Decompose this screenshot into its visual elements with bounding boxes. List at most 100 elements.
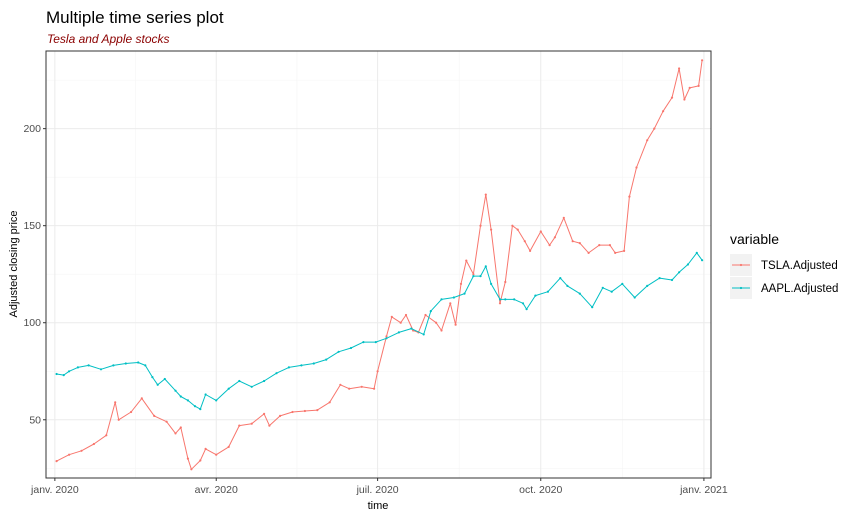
data-point-aapl xyxy=(179,395,182,398)
data-point-aapl xyxy=(646,284,649,287)
chart-title: Multiple time series plot xyxy=(46,8,224,27)
legend-label-tsla: TSLA.Adjusted xyxy=(761,260,838,272)
data-point-aapl xyxy=(275,372,278,375)
data-point-aapl xyxy=(124,362,127,365)
data-point-tsla xyxy=(628,195,631,198)
data-point-aapl xyxy=(186,399,189,402)
data-point-aapl xyxy=(151,376,154,379)
data-point-tsla xyxy=(268,424,271,427)
data-point-tsla xyxy=(199,459,202,462)
data-point-tsla xyxy=(263,412,266,415)
data-point-aapl xyxy=(68,370,71,373)
data-point-aapl xyxy=(112,364,115,367)
data-point-tsla xyxy=(529,249,532,252)
data-point-tsla xyxy=(130,410,133,414)
data-point-tsla xyxy=(390,315,393,318)
data-point-tsla xyxy=(523,240,526,243)
data-point-tsla xyxy=(174,432,177,435)
data-point-aapl xyxy=(601,286,604,289)
data-point-aapl xyxy=(144,364,147,367)
data-point-tsla xyxy=(688,86,691,89)
data-point-aapl xyxy=(521,302,525,305)
data-point-aapl xyxy=(701,259,704,262)
data-point-tsla xyxy=(548,244,551,247)
y-tick-label: 100 xyxy=(23,317,41,329)
data-point-tsla xyxy=(348,387,351,390)
data-point-aapl xyxy=(678,271,681,274)
data-point-aapl xyxy=(374,341,377,344)
data-point-tsla xyxy=(140,397,143,400)
data-point-tsla xyxy=(404,313,408,317)
data-point-tsla xyxy=(662,110,665,113)
data-point-aapl xyxy=(463,292,466,295)
data-point-aapl xyxy=(422,333,425,336)
x-tick-label: oct. 2020 xyxy=(519,484,562,496)
data-point-aapl xyxy=(397,331,400,334)
x-tick-label: janv. 2021 xyxy=(679,484,728,496)
x-tick-label: juil. 2020 xyxy=(356,484,399,496)
data-point-aapl xyxy=(204,393,207,396)
data-point-tsla xyxy=(472,273,475,276)
data-point-tsla xyxy=(360,385,363,388)
data-point-aapl xyxy=(546,290,550,293)
data-point-tsla xyxy=(562,216,565,219)
data-point-tsla xyxy=(424,313,427,317)
data-point-aapl xyxy=(452,296,455,299)
data-point-tsla xyxy=(339,383,342,386)
data-point-aapl xyxy=(312,362,315,365)
data-point-aapl xyxy=(498,298,502,301)
legend-point-tsla xyxy=(739,263,743,267)
data-point-tsla xyxy=(80,449,83,452)
y-tick-label: 150 xyxy=(23,220,41,232)
data-point-tsla xyxy=(250,422,253,425)
data-point-aapl xyxy=(578,292,581,295)
data-point-tsla xyxy=(571,240,574,243)
legend: variable TSLA.Adjusted AAPL.Adjusted xyxy=(730,231,838,299)
data-point-tsla xyxy=(449,302,452,305)
data-point-tsla xyxy=(435,321,438,324)
data-point-tsla xyxy=(190,468,193,471)
data-point-aapl xyxy=(55,372,58,376)
data-point-tsla xyxy=(238,424,241,427)
data-point-tsla xyxy=(165,420,168,423)
data-point-tsla xyxy=(114,401,117,404)
data-point-aapl xyxy=(250,385,253,388)
plot-border xyxy=(45,50,712,479)
legend-label-aapl: AAPL.Adjusted xyxy=(761,283,838,295)
data-point-tsla xyxy=(399,321,402,324)
x-tick-label: janv. 2020 xyxy=(30,484,79,496)
data-point-tsla xyxy=(303,409,306,413)
data-point-tsla xyxy=(516,228,519,231)
data-point-aapl xyxy=(591,306,594,309)
data-point-tsla xyxy=(459,282,463,285)
data-point-tsla xyxy=(614,251,617,254)
data-point-aapl xyxy=(156,383,159,386)
data-point-tsla xyxy=(479,224,482,227)
axis-ticks: 50 100 150 200 janv. 2020 avr. 2020 juil. 2020… xyxy=(23,123,727,496)
data-point-tsla xyxy=(376,370,379,373)
data-point-aapl xyxy=(440,298,443,301)
series-line-tsla xyxy=(56,60,703,470)
data-point-tsla xyxy=(465,259,468,262)
data-point-tsla xyxy=(701,59,704,62)
data-point-tsla xyxy=(204,447,207,450)
data-point-tsla xyxy=(697,84,700,87)
data-point-tsla xyxy=(385,335,388,338)
data-point-aapl xyxy=(490,282,493,285)
data-point-aapl xyxy=(686,263,690,266)
data-point-tsla xyxy=(678,67,681,70)
data-point-aapl xyxy=(362,341,365,344)
data-point-tsla xyxy=(179,426,182,429)
data-point-tsla xyxy=(68,453,71,456)
data-point-tsla xyxy=(511,224,514,227)
data-point-aapl xyxy=(163,377,166,381)
data-point-aapl xyxy=(621,282,624,285)
data-point-tsla xyxy=(539,230,542,233)
plot-panel xyxy=(46,51,711,478)
data-point-aapl xyxy=(227,387,230,390)
data-point-aapl xyxy=(695,251,698,254)
data-point-tsla xyxy=(316,409,319,412)
data-point-tsla xyxy=(646,139,649,142)
data-point-aapl xyxy=(410,327,413,330)
